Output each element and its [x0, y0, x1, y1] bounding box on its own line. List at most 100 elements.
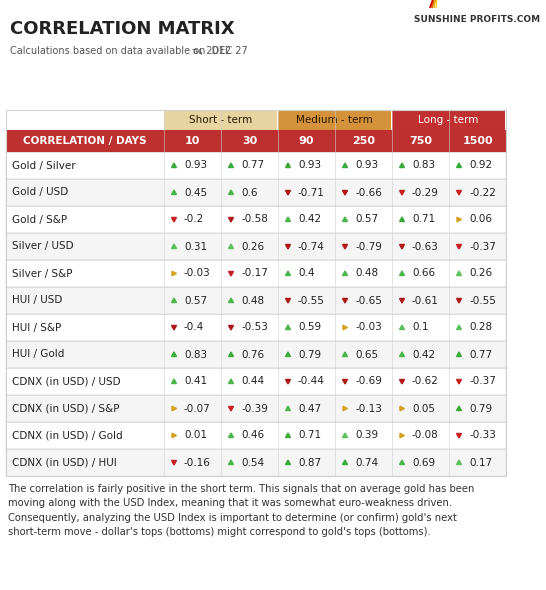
Polygon shape: [172, 407, 176, 411]
Text: 0.79: 0.79: [469, 404, 492, 414]
Text: -0.61: -0.61: [412, 296, 439, 306]
Polygon shape: [400, 407, 405, 411]
Text: Silver / S&P: Silver / S&P: [12, 268, 73, 278]
Polygon shape: [342, 271, 347, 276]
Text: 0.17: 0.17: [469, 457, 492, 467]
Text: -0.37: -0.37: [469, 241, 496, 251]
Text: -0.69: -0.69: [355, 376, 382, 386]
Polygon shape: [400, 460, 405, 464]
Polygon shape: [286, 271, 290, 276]
Text: HUI / USD: HUI / USD: [12, 296, 62, 306]
Polygon shape: [400, 433, 405, 438]
Polygon shape: [342, 191, 347, 195]
Text: 0.93: 0.93: [184, 160, 207, 171]
Text: -0.07: -0.07: [184, 404, 211, 414]
Text: 1500: 1500: [462, 136, 493, 146]
Text: 0.93: 0.93: [355, 160, 378, 171]
Polygon shape: [456, 352, 461, 356]
Polygon shape: [342, 460, 347, 464]
Polygon shape: [456, 460, 461, 464]
Text: -0.13: -0.13: [355, 404, 382, 414]
Polygon shape: [172, 271, 176, 276]
Polygon shape: [171, 298, 176, 303]
Text: 0.05: 0.05: [412, 404, 435, 414]
Polygon shape: [171, 218, 176, 222]
Text: 0.93: 0.93: [298, 160, 321, 171]
Text: 0.28: 0.28: [469, 323, 492, 333]
Polygon shape: [229, 433, 234, 438]
Polygon shape: [342, 352, 347, 356]
Polygon shape: [343, 407, 347, 411]
Text: 10: 10: [185, 136, 200, 146]
Polygon shape: [286, 433, 290, 438]
Polygon shape: [286, 352, 290, 356]
Polygon shape: [457, 217, 461, 222]
Text: CDNX (in USD) / S&P: CDNX (in USD) / S&P: [12, 404, 120, 414]
Text: 0.31: 0.31: [184, 241, 207, 251]
Text: -0.17: -0.17: [241, 268, 268, 278]
Polygon shape: [286, 217, 290, 221]
Text: -0.22: -0.22: [469, 188, 496, 198]
Text: 0.83: 0.83: [412, 160, 435, 171]
Text: 0.57: 0.57: [355, 215, 378, 225]
Text: -0.53: -0.53: [241, 323, 268, 333]
Text: 250: 250: [352, 136, 375, 146]
Polygon shape: [342, 163, 347, 168]
Polygon shape: [229, 352, 234, 356]
Polygon shape: [400, 217, 405, 221]
Bar: [6, 130, 506, 152]
Bar: [6, 449, 506, 476]
Polygon shape: [286, 163, 290, 168]
Text: 0.42: 0.42: [298, 215, 321, 225]
Text: 0.71: 0.71: [412, 215, 435, 225]
Text: -0.16: -0.16: [184, 457, 211, 467]
Text: Gold / S&P: Gold / S&P: [12, 215, 67, 225]
Text: 750: 750: [409, 136, 432, 146]
Text: 0.54: 0.54: [241, 457, 264, 467]
Text: 0.76: 0.76: [241, 349, 264, 359]
Polygon shape: [286, 191, 290, 195]
Polygon shape: [229, 407, 234, 411]
Polygon shape: [456, 379, 461, 384]
Polygon shape: [456, 325, 461, 330]
Bar: [6, 287, 506, 314]
Polygon shape: [171, 244, 176, 248]
Text: -0.66: -0.66: [355, 188, 382, 198]
Text: -0.63: -0.63: [412, 241, 439, 251]
Text: 0.41: 0.41: [184, 376, 207, 386]
Text: 0.77: 0.77: [469, 349, 492, 359]
Text: Gold / USD: Gold / USD: [12, 188, 68, 198]
Text: -0.74: -0.74: [298, 241, 325, 251]
Polygon shape: [171, 352, 176, 356]
Text: CORRELATION MATRIX: CORRELATION MATRIX: [10, 20, 235, 38]
Bar: [6, 314, 506, 341]
Bar: [278, 110, 391, 130]
Text: 0.65: 0.65: [355, 349, 378, 359]
Text: Medium - term: Medium - term: [296, 115, 373, 125]
Bar: [6, 110, 506, 476]
Polygon shape: [229, 244, 234, 248]
Text: 0.83: 0.83: [184, 349, 207, 359]
Text: 0.6: 0.6: [241, 188, 258, 198]
Polygon shape: [400, 352, 405, 356]
Text: -0.65: -0.65: [355, 296, 382, 306]
Text: 0.01: 0.01: [184, 431, 207, 441]
Text: 0.42: 0.42: [412, 349, 435, 359]
Polygon shape: [400, 299, 405, 303]
Text: -0.58: -0.58: [241, 215, 268, 225]
Text: 0.87: 0.87: [298, 457, 321, 467]
Text: -0.44: -0.44: [298, 376, 325, 386]
Polygon shape: [400, 191, 405, 195]
Text: CDNX (in USD) / Gold: CDNX (in USD) / Gold: [12, 431, 123, 441]
Polygon shape: [286, 406, 290, 411]
Bar: [6, 341, 506, 368]
Polygon shape: [171, 163, 176, 168]
Text: -0.33: -0.33: [469, 431, 496, 441]
Bar: [6, 395, 506, 422]
Text: 0.4: 0.4: [298, 268, 314, 278]
Polygon shape: [286, 299, 290, 303]
Text: -0.62: -0.62: [412, 376, 439, 386]
Text: 0.71: 0.71: [298, 431, 321, 441]
Text: -0.55: -0.55: [298, 296, 325, 306]
Bar: [392, 110, 505, 130]
